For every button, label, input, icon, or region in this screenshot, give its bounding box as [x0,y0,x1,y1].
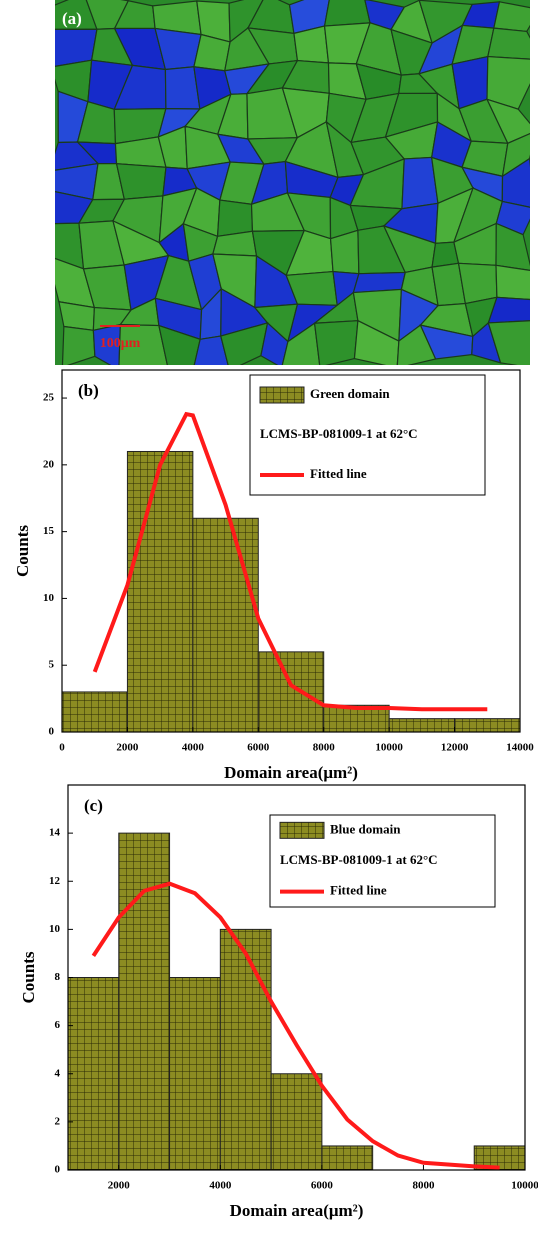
fitted-line [92,411,488,712]
y-axis-label: Counts [19,951,38,1003]
legend-label: Fitted line [330,883,387,898]
x-tick-label: 10000 [511,1180,538,1192]
panel-label: (a) [62,9,82,28]
micrograph [55,0,530,365]
x-tick-label: 6000 [311,1180,334,1192]
x-tick-label: 4000 [182,742,205,754]
y-tick-label: 4 [55,1067,61,1079]
y-tick-label: 12 [49,875,61,887]
bar [270,1073,323,1171]
y-tick-label: 6 [55,1019,61,1031]
y-axis-label: Counts [13,525,32,577]
x-tick-label: 0 [59,742,65,754]
panel-label: (c) [84,796,103,815]
bar [454,718,521,733]
x-axis-label: Domain area(μm²) [230,1201,364,1220]
legend-swatch [279,821,325,839]
x-tick-label: 8000 [313,742,336,754]
x-tick-label: 14000 [506,742,534,754]
bar [67,977,120,1171]
fitted-line [91,881,500,1170]
grain [485,98,530,145]
grain [216,199,254,238]
grain [487,320,530,365]
grain [487,296,530,324]
bar [61,691,128,733]
y-tick-label: 25 [43,392,55,404]
y-tick-label: 5 [49,659,55,671]
bar [219,928,272,1171]
panel-label: (b) [78,381,99,400]
grain [495,222,530,271]
grain [193,33,231,72]
grain [323,0,371,27]
grain [329,229,360,275]
scale-bar-label: 100μm [100,336,141,351]
x-tick-label: 2000 [108,1180,131,1192]
y-tick-label: 2 [55,1115,61,1127]
plot-frame [61,369,521,733]
grain [495,264,530,301]
annotation: LCMS-BP-081009-1 at 62°C [260,426,418,441]
y-tick-label: 14 [49,827,61,839]
legend-label: Green domain [310,386,390,401]
legend-swatch [259,386,305,404]
x-tick-label: 6000 [247,742,270,754]
bar [388,718,456,733]
grain [487,27,530,60]
bar [257,651,325,733]
grain [115,163,167,200]
x-tick-label: 12000 [441,742,469,754]
grain [293,25,330,64]
bar [126,450,194,733]
x-axis-label: Domain area(μm²) [224,763,358,782]
grain [260,321,289,365]
y-tick-label: 8 [55,971,61,983]
grain [158,324,201,365]
grain [281,322,321,365]
y-tick-label: 10 [49,923,61,935]
grain [501,157,530,208]
legend-label: Fitted line [310,466,367,481]
legend-label: Blue domain [330,821,401,836]
grain [193,335,229,365]
y-tick-label: 20 [43,458,55,470]
grain [353,319,400,365]
annotation: LCMS-BP-081009-1 at 62°C [280,852,438,867]
x-tick-label: 4000 [209,1180,232,1192]
x-tick-label: 2000 [116,742,139,754]
grain [493,1,530,33]
bar [169,977,221,1171]
x-tick-label: 10000 [375,742,403,754]
y-tick-label: 0 [49,726,55,738]
bar [192,517,259,733]
x-tick-label: 8000 [412,1180,435,1192]
bar [321,1145,374,1171]
grain [118,323,168,365]
y-tick-label: 0 [55,1164,61,1176]
bar [118,832,171,1171]
y-tick-label: 15 [43,525,55,537]
y-tick-label: 10 [43,592,55,604]
grain [457,262,498,305]
